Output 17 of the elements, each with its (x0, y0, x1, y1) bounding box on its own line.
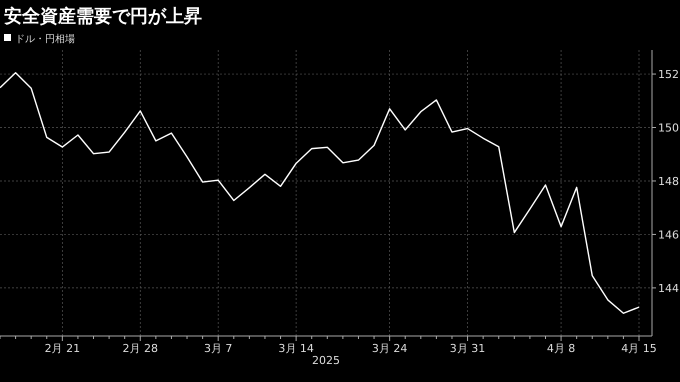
line-series (0, 72, 640, 314)
legend-label: ドル・円相場 (15, 33, 75, 45)
x-tick-label: 4月 8 (546, 342, 576, 355)
x-tick-label: 2月 28 (122, 342, 158, 355)
x-tick-label: 4月 15 (621, 342, 657, 355)
x-tick-label: 3月 31 (450, 342, 486, 355)
x-axis-title: 2025 (312, 354, 340, 367)
y-tick-label: 146 (658, 228, 679, 242)
chart-title: 安全資産需要で円が上昇 (4, 6, 202, 27)
x-tick-label: 2月 21 (44, 342, 80, 355)
y-tick-label: 144 (658, 282, 679, 295)
y-tick-label: 150 (658, 122, 679, 135)
x-tick-label: 3月 24 (372, 342, 408, 355)
y-tick-label: 152 (658, 68, 679, 82)
y-tick-label: 148 (658, 174, 679, 188)
x-tick-label: 3月 7 (204, 342, 232, 355)
x-tick-label: 3月 14 (278, 342, 314, 355)
